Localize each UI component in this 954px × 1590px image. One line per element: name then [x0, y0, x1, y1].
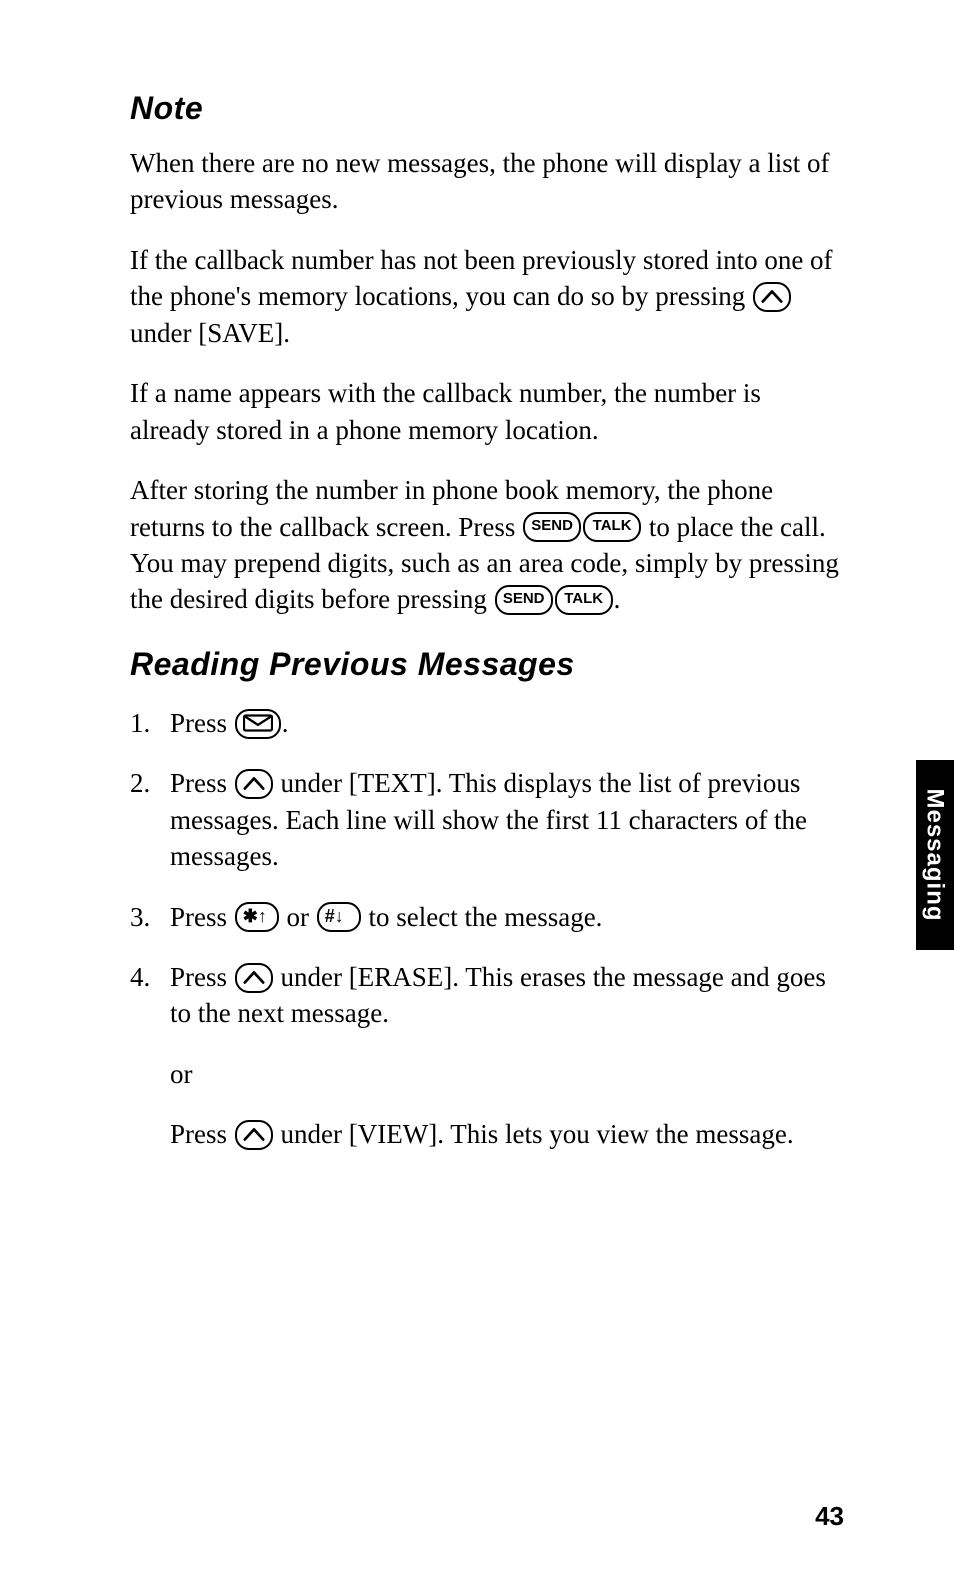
talk-key-icon: TALK	[583, 512, 641, 542]
steps-list: Press . Press under [TEXT]. This display…	[130, 705, 844, 1032]
text-fragment: Press	[170, 768, 234, 798]
section-tab-label: Messaging	[921, 788, 949, 921]
step-3: Press ✱↑ or #↓ to select the message.	[130, 899, 844, 935]
step-2: Press under [TEXT]. This displays the li…	[130, 765, 844, 874]
text-fragment: If the callback number has not been prev…	[130, 245, 833, 311]
page: Note When there are no new messages, the…	[0, 0, 954, 1590]
caret-up-key-icon	[753, 282, 791, 312]
talk-key-icon: TALK	[555, 585, 613, 615]
text-fragment: Press	[170, 708, 234, 738]
text-fragment: under [SAVE].	[130, 318, 290, 348]
text-fragment: under [VIEW]. This lets you view the mes…	[281, 1119, 794, 1149]
caret-up-key-icon	[235, 1120, 273, 1150]
text-fragment: .	[282, 708, 289, 738]
send-key-icon: SEND	[495, 585, 553, 615]
hash-down-key-icon: #↓	[317, 902, 361, 932]
note-heading: Note	[130, 90, 844, 127]
note-paragraph-1: When there are no new messages, the phon…	[130, 145, 844, 218]
section-tab: Messaging	[916, 760, 954, 950]
star-up-key-icon: ✱↑	[235, 902, 279, 932]
text-fragment: or	[287, 902, 316, 932]
step-4-alt: Press under [VIEW]. This lets you view t…	[130, 1116, 844, 1152]
step-4-or: or	[130, 1056, 844, 1092]
step-1: Press .	[130, 705, 844, 741]
reading-heading: Reading Previous Messages	[130, 646, 844, 683]
note-paragraph-3: If a name appears with the callback numb…	[130, 375, 844, 448]
caret-up-key-icon	[235, 769, 273, 799]
caret-up-key-icon	[235, 963, 273, 993]
page-number: 43	[815, 1501, 844, 1532]
envelope-key-icon	[235, 709, 281, 739]
text-fragment: .	[614, 584, 621, 614]
text-fragment: Press	[170, 962, 234, 992]
text-fragment: Press	[170, 1119, 234, 1149]
send-key-icon: SEND	[523, 512, 581, 542]
note-paragraph-4: After storing the number in phone book m…	[130, 472, 844, 618]
step-4: Press under [ERASE]. This erases the mes…	[130, 959, 844, 1032]
text-fragment: to select the message.	[369, 902, 603, 932]
text-fragment: Press	[170, 902, 234, 932]
note-paragraph-2: If the callback number has not been prev…	[130, 242, 844, 351]
